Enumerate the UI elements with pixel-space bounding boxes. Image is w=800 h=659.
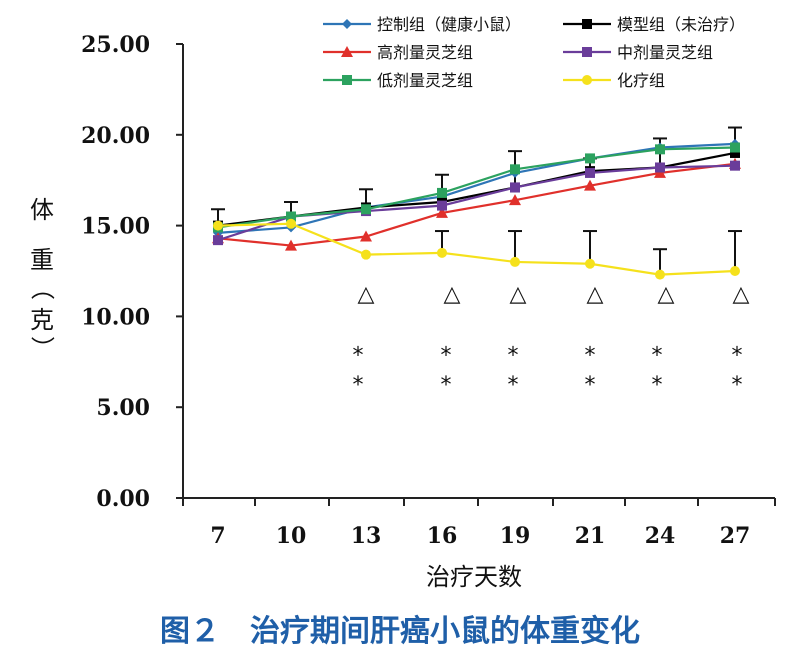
x-tick-label: 19: [500, 523, 531, 549]
data-point-marker: [436, 206, 448, 218]
legend-label: 控制组（健康小鼠）: [377, 15, 521, 34]
x-tick-label: 13: [351, 523, 382, 549]
data-point-marker: [585, 258, 595, 269]
legend-label: 低剂量灵芝组: [377, 71, 473, 90]
data-point-marker: [341, 46, 353, 57]
star-mark: *: [441, 344, 452, 369]
data-point-marker: [730, 266, 740, 276]
y-axis-title-char: 体: [30, 196, 54, 224]
data-point-marker: [510, 256, 520, 267]
y-tick-label: 15.00: [81, 214, 150, 240]
data-point-marker: [655, 144, 665, 155]
data-point-marker: [510, 164, 520, 175]
triangle-mark: △: [658, 282, 675, 307]
data-point-marker: [582, 47, 592, 57]
y-tick-label: 5.00: [96, 395, 150, 421]
series-line: [217, 142, 736, 234]
star-mark: *: [508, 344, 519, 369]
data-point-marker: [585, 153, 595, 164]
series-line: [217, 146, 736, 229]
star-mark: *: [353, 344, 364, 369]
line-chart: 0.00 5.00 10.00 15.00 20.00 25.00 7 10 13 16 19 21 2…: [28, 15, 776, 591]
triangle-mark: △: [510, 282, 527, 307]
triangle-mark: △: [444, 282, 461, 307]
data-point-marker: [582, 75, 592, 85]
figure-caption: 图２ 治疗期间肝癌小鼠的体重变化: [160, 614, 640, 649]
data-point-marker: [361, 249, 371, 260]
data-point-marker: [213, 220, 223, 231]
triangle-mark: △: [587, 282, 604, 307]
y-axis-title-char: ）: [28, 336, 56, 360]
chart-axes: 0.00 5.00 10.00 15.00 20.00 25.00 7 10 13 16 19 21 2…: [81, 32, 776, 549]
x-tick-label: 16: [427, 523, 458, 549]
legend-label: 化疗组: [617, 71, 665, 90]
data-point-marker: [437, 187, 447, 198]
y-axis-title-char: （: [28, 276, 56, 300]
series-line: [217, 222, 736, 276]
data-point-marker: [342, 19, 352, 29]
data-point-marker: [730, 142, 740, 153]
series-markers: [212, 138, 741, 280]
data-point-marker: [655, 269, 665, 280]
x-tick-label: 24: [645, 523, 676, 549]
data-point-marker: [510, 182, 520, 193]
x-tick-label: 27: [720, 523, 751, 549]
data-point-marker: [286, 218, 296, 229]
legend-label: 中剂量灵芝组: [617, 43, 713, 62]
y-tick-label: 20.00: [81, 123, 150, 149]
star-mark: *: [353, 373, 364, 398]
triangle-mark: △: [733, 282, 750, 307]
triangle-mark: △: [358, 282, 375, 307]
data-point-marker: [730, 160, 740, 171]
star-mark: *: [652, 373, 663, 398]
data-point-marker: [360, 230, 372, 242]
data-point-marker: [584, 179, 596, 191]
data-point-marker: [582, 19, 592, 29]
star-mark: *: [732, 344, 743, 369]
star-mark: *: [508, 373, 519, 398]
data-point-marker: [437, 200, 447, 211]
legend-label: 高剂量灵芝组: [377, 43, 473, 62]
data-point-marker: [342, 75, 352, 85]
legend-label: 模型组（未治疗）: [617, 15, 745, 34]
y-tick-label: 0.00: [96, 486, 150, 512]
y-tick-label: 25.00: [81, 32, 150, 58]
data-point-marker: [730, 147, 740, 158]
x-tick-label: 7: [210, 523, 225, 549]
series-line: [217, 162, 736, 247]
data-point-marker: [655, 162, 665, 173]
data-point-marker: [437, 247, 447, 258]
star-mark: *: [585, 344, 596, 369]
y-axis-title-char: 克: [30, 306, 54, 334]
star-mark: *: [441, 373, 452, 398]
data-point-marker: [361, 204, 371, 215]
x-tick-label: 10: [276, 523, 307, 549]
series-lines: [217, 142, 736, 276]
x-tick-label: 21: [575, 523, 606, 549]
y-axis-title-char: 重: [30, 246, 54, 274]
star-mark: *: [652, 344, 663, 369]
significance-annotations: △ △ △ △ △ △ * * * * * * * * * * * *: [353, 282, 750, 398]
x-axis-title: 治疗天数: [426, 563, 522, 591]
data-point-marker: [286, 211, 296, 222]
star-mark: *: [585, 373, 596, 398]
y-axis-title: 体重（ 克）: [28, 196, 56, 360]
star-mark: *: [732, 373, 743, 398]
data-point-marker: [285, 239, 297, 251]
y-tick-label: 10.00: [81, 304, 150, 330]
data-point-marker: [585, 167, 595, 178]
data-point-marker: [509, 194, 521, 206]
data-point-marker: [213, 235, 223, 246]
